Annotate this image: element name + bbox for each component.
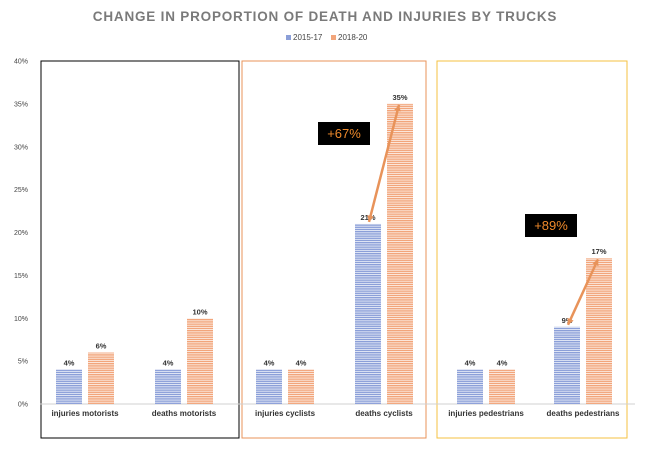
data-label-1-5: 17% — [591, 247, 606, 256]
annotation-arrowhead-1 — [567, 317, 574, 325]
x-axis-labels: injuries motorists deaths motorists injuri… — [51, 409, 620, 418]
legend-swatch-0 — [286, 35, 291, 40]
y-tick-label: 30% — [14, 144, 28, 151]
data-label-0-4: 4% — [465, 359, 476, 368]
data-label-1-2: 4% — [296, 359, 307, 368]
y-tick-label: 40% — [14, 59, 28, 66]
data-label-1-0: 6% — [96, 342, 107, 351]
bar-1-5 — [586, 258, 612, 404]
legend-label-0: 2015-17 — [293, 33, 323, 42]
data-label-0-2: 4% — [264, 359, 275, 368]
category-label-0: injuries motorists — [51, 409, 119, 418]
annotation-box-1 — [525, 214, 577, 237]
bars — [56, 103, 612, 404]
chart-title: CHANGE IN PROPORTION OF DEATH AND INJURI… — [93, 9, 557, 24]
bar-1-3 — [387, 103, 413, 404]
y-tick-label: 10% — [14, 316, 28, 323]
y-tick-label: 25% — [14, 187, 28, 194]
annotation-arrowhead-0 — [367, 215, 374, 222]
category-label-4: injuries pedestrians — [448, 409, 524, 418]
group-boxes — [40, 60, 628, 439]
data-label-0-1: 4% — [163, 359, 174, 368]
annotation-arrow-0 — [367, 104, 401, 223]
group-box-1 — [241, 60, 427, 439]
data-label-1-4: 4% — [497, 359, 508, 368]
category-label-3: deaths cyclists — [355, 409, 413, 418]
y-tick-label: 0% — [18, 402, 28, 409]
bar-0-1 — [155, 369, 181, 404]
legend-label-1: 2018-20 — [338, 33, 368, 42]
data-label-0-5: 9% — [562, 316, 573, 325]
bar-1-2 — [288, 369, 314, 404]
y-tick-label: 20% — [14, 230, 28, 237]
bar-0-4 — [457, 369, 483, 404]
bar-1-0 — [88, 352, 114, 404]
data-label-1-1: 10% — [192, 307, 207, 316]
y-tick-label: 15% — [14, 273, 28, 280]
bar-0-0 — [56, 369, 82, 404]
y-axis: 0% 5% 10% 15% 20% 25% 30% 35% 40% — [14, 59, 635, 409]
group-box-0 — [40, 60, 240, 439]
annotation-arrowhead-0 — [394, 104, 401, 112]
bar-0-3 — [355, 223, 381, 404]
legend-swatch-1 — [331, 35, 336, 40]
y-tick-label: 35% — [14, 101, 28, 108]
data-label-1-3: 35% — [392, 93, 407, 102]
y-tick-label: 5% — [18, 359, 28, 366]
bar-1-1 — [187, 318, 213, 404]
bar-0-2 — [256, 369, 282, 404]
annotation-arrow-1 — [566, 258, 600, 326]
bar-1-4 — [489, 369, 515, 404]
group-box-2 — [436, 60, 628, 439]
annotation-text-0: +67% — [327, 126, 361, 141]
data-label-0-0: 4% — [64, 359, 75, 368]
annotation-text-1: +89% — [534, 218, 568, 233]
annotation-box-0 — [318, 122, 370, 145]
category-label-2: injuries cyclists — [255, 409, 316, 418]
bar-0-5 — [554, 326, 580, 404]
category-label-1: deaths motorists — [152, 409, 217, 418]
annotation-arrowhead-1 — [592, 259, 599, 267]
legend: 2015-17 2018-20 — [286, 33, 368, 42]
category-label-5: deaths pedestrians — [547, 409, 620, 418]
annotations: +67% +89% — [318, 104, 600, 326]
